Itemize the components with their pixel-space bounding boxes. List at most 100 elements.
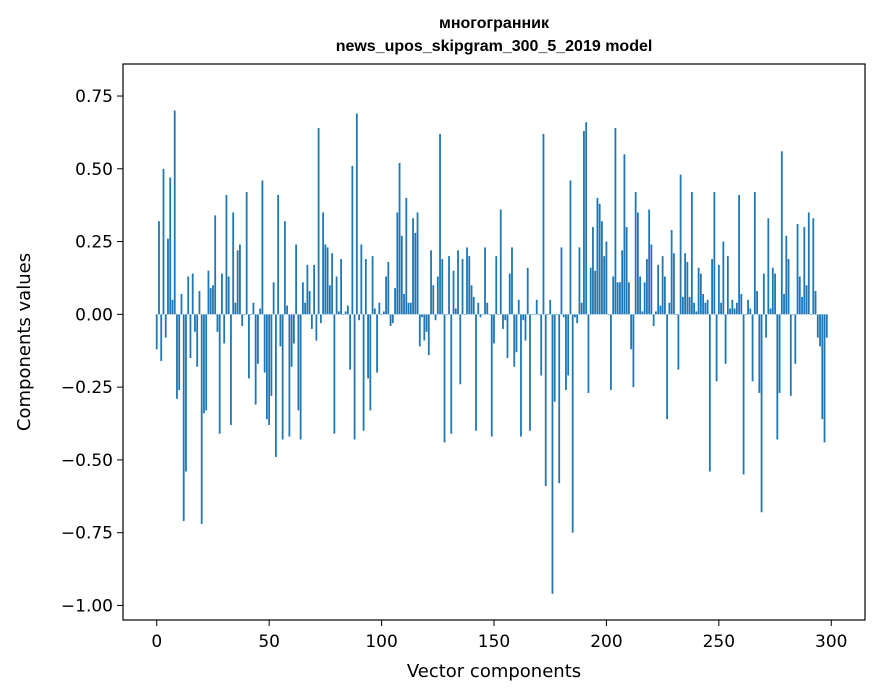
bar bbox=[297, 314, 300, 411]
bar bbox=[326, 247, 329, 315]
bar bbox=[468, 256, 471, 315]
bar bbox=[558, 314, 561, 484]
bar bbox=[248, 314, 250, 379]
bar bbox=[517, 299, 520, 315]
bar bbox=[495, 256, 498, 315]
x-tick-label: 100 bbox=[365, 632, 397, 652]
bar bbox=[556, 314, 558, 315]
bar bbox=[693, 302, 696, 315]
bar bbox=[286, 305, 289, 315]
bar bbox=[461, 259, 464, 315]
bar bbox=[646, 259, 648, 315]
bar bbox=[551, 314, 554, 594]
bar bbox=[362, 314, 365, 431]
chart-title: многогранник bbox=[439, 15, 550, 32]
bar bbox=[407, 302, 410, 315]
bar bbox=[261, 180, 264, 315]
bar bbox=[194, 314, 196, 332]
bar bbox=[695, 311, 698, 315]
bar bbox=[522, 314, 525, 321]
bar bbox=[549, 299, 552, 315]
bar bbox=[182, 314, 185, 522]
bar bbox=[616, 282, 619, 315]
bar bbox=[760, 314, 763, 513]
bar bbox=[686, 261, 689, 315]
x-tick-label: 0 bbox=[151, 632, 162, 652]
bar bbox=[459, 314, 462, 385]
bar bbox=[578, 247, 581, 315]
bar bbox=[452, 270, 455, 315]
bar bbox=[486, 302, 489, 315]
bar bbox=[275, 314, 277, 457]
bar bbox=[650, 244, 653, 315]
bar bbox=[789, 314, 792, 396]
bar bbox=[470, 285, 473, 315]
bar bbox=[580, 302, 583, 315]
bar bbox=[637, 212, 639, 315]
bar bbox=[171, 299, 174, 315]
bar bbox=[281, 314, 284, 440]
bar bbox=[214, 215, 217, 315]
bar bbox=[753, 192, 756, 315]
bar bbox=[713, 192, 716, 315]
bar bbox=[621, 250, 624, 315]
bar bbox=[825, 314, 828, 338]
bar bbox=[511, 247, 513, 315]
bar bbox=[758, 314, 761, 393]
bar bbox=[632, 314, 635, 388]
bar bbox=[466, 247, 468, 315]
bar bbox=[331, 253, 334, 315]
bar bbox=[798, 276, 801, 315]
bar bbox=[529, 314, 531, 431]
bar bbox=[780, 151, 783, 315]
bar bbox=[398, 162, 401, 315]
bar bbox=[457, 250, 459, 315]
bar bbox=[547, 314, 549, 315]
bar bbox=[562, 314, 565, 318]
bar bbox=[230, 314, 232, 425]
y-tick-label: 0.00 bbox=[75, 305, 113, 325]
bar bbox=[176, 314, 178, 399]
bar bbox=[641, 311, 644, 315]
bar bbox=[720, 302, 722, 315]
x-tick-label: 200 bbox=[590, 632, 622, 652]
bar bbox=[371, 256, 374, 315]
bar bbox=[299, 314, 302, 440]
bar bbox=[373, 308, 376, 315]
bar bbox=[322, 212, 325, 315]
bar bbox=[767, 218, 770, 315]
bar bbox=[295, 244, 298, 315]
bar bbox=[708, 314, 711, 472]
bar bbox=[344, 311, 347, 315]
bar bbox=[216, 314, 219, 332]
bar bbox=[272, 282, 275, 315]
bar bbox=[349, 314, 351, 370]
bar bbox=[205, 314, 208, 411]
y-tick-label: −0.25 bbox=[61, 378, 113, 398]
y-tick-label: 0.25 bbox=[75, 233, 113, 253]
bar bbox=[774, 273, 776, 315]
bar bbox=[243, 314, 246, 315]
bar bbox=[382, 311, 385, 315]
bar bbox=[816, 314, 819, 338]
bar bbox=[690, 192, 693, 315]
bar bbox=[187, 276, 190, 315]
x-axis: 0 50 100 150 200 250 300 bbox=[151, 620, 847, 652]
y-tick-label: −0.50 bbox=[61, 451, 113, 471]
bar bbox=[661, 256, 664, 315]
bar bbox=[173, 110, 176, 315]
bar bbox=[167, 238, 169, 315]
bar bbox=[169, 177, 172, 315]
bar bbox=[288, 314, 291, 437]
x-tick-label: 300 bbox=[815, 632, 847, 652]
bar bbox=[792, 314, 794, 315]
bar bbox=[315, 314, 318, 341]
bar bbox=[346, 305, 349, 315]
bar bbox=[304, 302, 307, 315]
bar bbox=[535, 299, 538, 315]
bar bbox=[301, 282, 304, 315]
bar bbox=[360, 244, 363, 315]
bar bbox=[333, 314, 336, 434]
bar bbox=[263, 314, 266, 373]
bar bbox=[567, 314, 570, 376]
